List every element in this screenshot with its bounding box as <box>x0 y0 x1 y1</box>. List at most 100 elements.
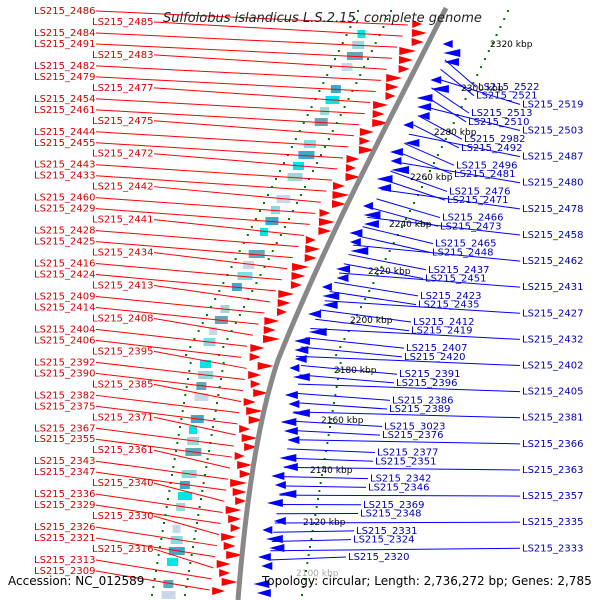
reverse-gene-label: LS215_2369 <box>363 500 424 511</box>
tick-dot <box>176 442 179 444</box>
reverse-gene-label: LS215_2351 <box>375 456 436 467</box>
tick-dot <box>234 258 237 260</box>
reverse-label-line <box>426 96 467 123</box>
reverse-gene-label: LS215_2412 <box>413 317 474 328</box>
forward-gene-arrow <box>359 137 371 145</box>
reverse-gene-arrow <box>279 454 297 462</box>
forward-gene-arrow <box>345 173 361 181</box>
reverse-gene-arrow <box>308 328 327 336</box>
forward-gene-arrow <box>372 110 385 118</box>
tick-dot <box>184 394 187 396</box>
tick-dot <box>294 138 297 140</box>
reverse-gene-label: LS215_2342 <box>370 474 431 485</box>
reverse-label-line <box>296 392 391 401</box>
tick-dot <box>329 426 331 428</box>
forward-gene-arrow <box>248 371 262 379</box>
tick-dot <box>179 426 181 428</box>
scale-labels: 2320 kbp 2300 kbp 2280 kbp 2260 kbp 2240… <box>296 40 533 579</box>
tick-dot <box>305 570 307 572</box>
tick-dot <box>279 234 282 236</box>
genes-value: 2,785 <box>557 574 592 588</box>
forward-gene-arrow <box>346 155 360 163</box>
tick-dot <box>200 498 202 500</box>
reverse-label-line <box>290 429 381 436</box>
tick-dot <box>151 594 153 596</box>
scale-label: 2320 kbp <box>490 40 533 50</box>
forward-gene-arrow <box>263 335 281 343</box>
forward-gene-arrow <box>385 83 399 91</box>
tick-dot <box>448 130 451 132</box>
forward-gene-arrow <box>248 416 263 424</box>
tick-dot <box>314 514 317 516</box>
tick-dot <box>267 258 270 260</box>
forward-label-line <box>95 339 242 358</box>
tick-dot <box>157 554 160 556</box>
tick-dot <box>311 530 314 532</box>
tick-dot <box>388 250 391 252</box>
tick-dot <box>198 506 201 508</box>
tick-dot <box>171 474 173 476</box>
reverse-gene-label: LS215_2346 <box>368 482 429 493</box>
tick-dot <box>359 74 362 76</box>
tick-dot <box>495 34 498 36</box>
forward-label-line <box>95 328 248 347</box>
reverse-gene-arrow <box>417 103 432 111</box>
tick-dot <box>298 130 301 132</box>
forward-gene-label: LS215_2455 <box>34 138 95 149</box>
tick-dot <box>194 530 197 532</box>
reverse-label-line <box>271 539 352 542</box>
reverse-label-line <box>394 161 521 184</box>
forward-label-line <box>95 263 282 281</box>
tick-dot <box>302 586 305 588</box>
forward-gene-label: LS215_2390 <box>34 368 95 379</box>
forward-label-line <box>153 548 214 569</box>
reverse-gene-label: LS215_2335 <box>522 517 583 528</box>
reverse-gene-label: LS215_2402 <box>522 361 583 372</box>
forward-gene-label: LS215_2321 <box>34 533 95 544</box>
tick-dot <box>187 378 189 380</box>
cog-feature <box>259 228 268 236</box>
forward-label-line <box>95 43 392 59</box>
forward-gene-arrow <box>239 425 251 433</box>
reverse-gene-arrow <box>274 481 286 489</box>
reverse-label-line <box>293 411 521 419</box>
tick-dot <box>339 362 342 364</box>
forward-gene-label: LS215_2414 <box>34 302 95 313</box>
tick-dot <box>254 218 257 220</box>
forward-gene-label: LS215_2442 <box>92 182 153 193</box>
forward-gene-arrow <box>290 281 302 289</box>
tick-dot <box>193 538 196 540</box>
tick-dot <box>204 474 206 476</box>
scale-label: 2260 kbp <box>410 173 453 183</box>
tick-dot <box>270 186 273 188</box>
forward-gene-label: LS215_2371 <box>92 412 153 423</box>
topology-value: circular <box>321 574 367 588</box>
tick-dot <box>464 98 467 100</box>
cog-feature <box>237 272 253 280</box>
tick-dot <box>189 562 192 564</box>
forward-label-line <box>95 526 218 547</box>
forward-gene-arrow <box>239 470 252 478</box>
reverse-label-line <box>381 189 521 210</box>
forward-label-line <box>153 252 288 270</box>
reverse-gene-arrow <box>322 301 338 309</box>
tick-dot <box>213 418 216 420</box>
forward-gene-label: LS215_2491 <box>34 39 95 50</box>
tick-dot <box>290 146 293 148</box>
reverse-gene-label: LS215_2437 <box>428 265 489 276</box>
forward-gene-label: LS215_2424 <box>34 270 95 281</box>
cog-feature <box>167 558 178 566</box>
forward-label-line <box>95 208 310 225</box>
forward-label-line <box>153 54 387 70</box>
forward-gene-track <box>212 20 427 595</box>
genes-label: Genes: <box>511 574 554 588</box>
forward-gene-label: LS215_2479 <box>34 72 95 83</box>
reverse-label-line <box>310 328 521 340</box>
forward-label-line <box>95 175 327 192</box>
length-value: 2,736,272 bp <box>423 574 504 588</box>
tick-dot <box>339 346 342 348</box>
tick-dot <box>250 226 253 228</box>
forward-label-line <box>95 295 265 314</box>
reverse-label-line <box>399 152 453 175</box>
forward-label-line <box>153 21 403 37</box>
